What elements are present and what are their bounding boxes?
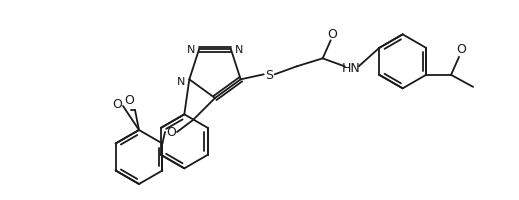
Text: O: O xyxy=(112,98,122,111)
Text: S: S xyxy=(265,69,272,81)
Text: N: N xyxy=(187,45,195,55)
Text: O: O xyxy=(327,28,338,41)
Text: O: O xyxy=(456,43,466,56)
Text: O: O xyxy=(166,126,176,139)
Text: HN: HN xyxy=(342,62,360,74)
Text: O: O xyxy=(124,94,134,107)
Text: N: N xyxy=(177,77,185,87)
Text: N: N xyxy=(235,45,243,55)
